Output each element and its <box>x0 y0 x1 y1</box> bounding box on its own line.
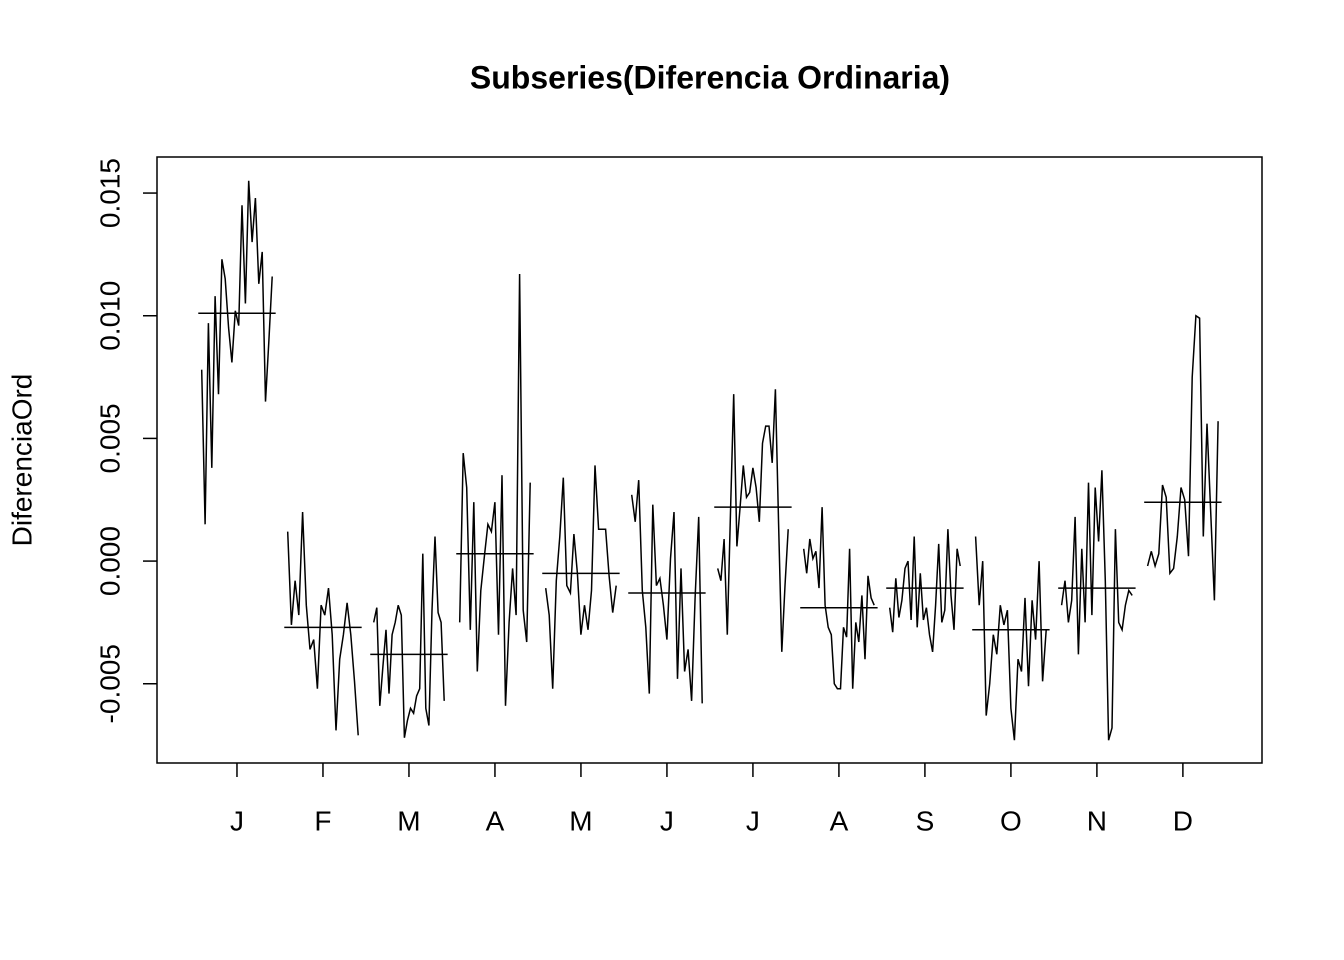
subseries-line <box>1146 314 1219 601</box>
chart-title: Subseries(Diferencia Ordinaria) <box>470 59 950 95</box>
subseries-line <box>200 180 273 525</box>
subseries-line <box>716 389 789 652</box>
x-tick-label: J <box>746 805 760 836</box>
x-tick-label: M <box>397 805 420 836</box>
subseries-line <box>630 480 703 704</box>
subseries-line <box>802 507 875 690</box>
y-tick-label: 0.015 <box>94 158 125 228</box>
x-tick-label: M <box>569 805 592 836</box>
subseries-line <box>458 273 531 706</box>
y-tick-label: 0.000 <box>94 526 125 596</box>
x-tick-label: F <box>314 805 331 836</box>
y-tick-label: -0.005 <box>94 644 125 723</box>
x-tick-label: S <box>916 805 935 836</box>
x-tick-label: A <box>830 805 849 836</box>
x-tick-label: O <box>1000 805 1022 836</box>
y-axis-label: DiferenciaOrd <box>6 374 37 547</box>
subseries-line <box>286 511 359 736</box>
x-tick-label: N <box>1087 805 1107 836</box>
plot-frame <box>156 156 1263 764</box>
x-tick-label: A <box>486 805 505 836</box>
subseries-line <box>1060 470 1133 741</box>
y-tick-label: 0.010 <box>94 281 125 351</box>
x-tick-label: J <box>660 805 674 836</box>
subseries-line <box>544 465 617 689</box>
subseries-line <box>372 536 445 738</box>
x-tick-label: D <box>1173 805 1193 836</box>
subseries-line <box>888 529 961 653</box>
y-tick-label: 0.005 <box>94 403 125 473</box>
x-tick-label: J <box>230 805 244 836</box>
subseries-line <box>974 536 1047 741</box>
